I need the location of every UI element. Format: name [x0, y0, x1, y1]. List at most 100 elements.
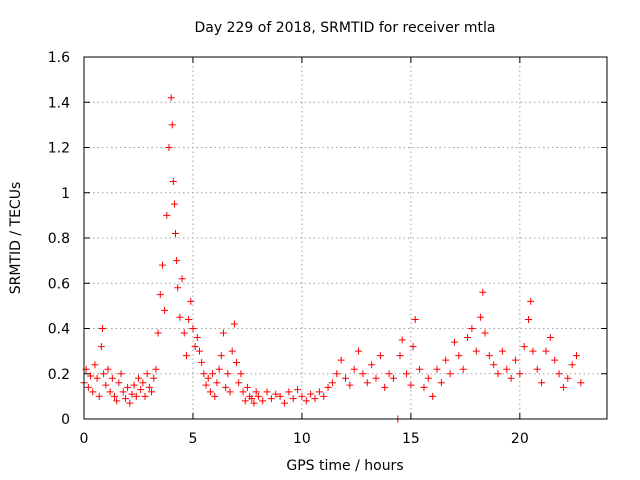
data-point — [158, 261, 166, 269]
x-tick-label: 15 — [402, 431, 420, 447]
data-point — [206, 388, 214, 396]
data-point — [446, 370, 454, 378]
data-point — [464, 334, 472, 342]
data-point — [91, 361, 99, 369]
data-point — [182, 352, 190, 360]
data-point — [403, 370, 411, 378]
data-point — [472, 347, 480, 355]
data-point — [459, 365, 467, 373]
data-point — [189, 325, 197, 332]
data-point — [276, 392, 284, 400]
data-point — [102, 381, 110, 389]
y-tick-labels: 0 0.2 0.4 0.6 0.8 1 1.2 1.4 1.6 — [48, 50, 70, 428]
y-tick-label: 0 — [61, 412, 70, 428]
data-point — [252, 388, 260, 396]
y-tick-label: 1 — [61, 186, 70, 202]
data-point — [289, 395, 297, 403]
data-point — [538, 379, 546, 387]
data-point — [424, 374, 432, 382]
data-point — [180, 329, 188, 337]
data-point — [170, 200, 178, 208]
x-tick-label: 0 — [80, 431, 89, 447]
data-point — [95, 392, 103, 400]
data-point — [527, 297, 535, 305]
data-point — [172, 229, 180, 237]
data-point — [442, 356, 450, 364]
y-axis-label: SRMTID / TECUs — [8, 182, 24, 295]
data-point — [139, 379, 147, 387]
data-point — [572, 352, 580, 360]
x-axis-label: GPS time / hours — [286, 458, 403, 474]
data-point — [178, 275, 186, 283]
data-point — [215, 365, 223, 373]
data-point — [104, 365, 112, 373]
data-point — [315, 388, 323, 396]
data-point — [381, 383, 389, 391]
data-point — [359, 370, 367, 378]
chart-title: Day 229 of 2018, SRMTID for receiver mtl… — [194, 20, 495, 36]
data-point — [243, 383, 251, 391]
data-point — [433, 365, 441, 373]
data-point — [211, 392, 219, 400]
data-point — [185, 315, 193, 323]
data-point — [320, 392, 328, 400]
data-point — [126, 399, 134, 407]
data-point — [209, 370, 217, 378]
data-point — [213, 379, 221, 387]
data-point — [546, 334, 554, 342]
data-point — [294, 386, 302, 394]
data-point — [248, 395, 256, 403]
data-point — [551, 356, 559, 364]
data-point — [568, 361, 576, 369]
data-point — [113, 397, 121, 405]
data-point — [161, 306, 169, 314]
y-tick-label: 0.6 — [48, 276, 70, 292]
data-point — [477, 313, 485, 321]
data-point — [511, 356, 519, 364]
data-point — [485, 352, 493, 360]
data-point — [130, 381, 138, 389]
data-point — [337, 356, 345, 364]
data-point — [156, 291, 164, 299]
data-point — [222, 383, 230, 391]
data-point — [204, 374, 212, 382]
data-point — [119, 388, 127, 396]
data-point — [241, 397, 249, 405]
data-point — [106, 388, 114, 396]
data-point — [224, 370, 232, 378]
data-point — [176, 313, 184, 321]
y-tick-label: 1.2 — [48, 141, 70, 157]
data-point — [450, 338, 458, 346]
data-point — [346, 381, 354, 389]
data-points — [80, 94, 585, 423]
data-point — [507, 374, 515, 382]
data-point — [267, 395, 275, 403]
data-point — [228, 347, 236, 355]
data-point — [99, 325, 107, 332]
data-point — [533, 365, 541, 373]
data-point — [195, 347, 203, 355]
data-point — [173, 257, 181, 265]
data-point — [490, 361, 498, 369]
data-point — [168, 121, 176, 129]
x-tick-label: 5 — [188, 431, 197, 447]
data-point — [350, 365, 358, 373]
data-point — [124, 383, 132, 391]
data-point — [494, 370, 502, 378]
data-point — [298, 392, 306, 400]
data-point — [193, 334, 201, 342]
data-point — [84, 383, 92, 391]
data-point — [87, 372, 95, 380]
data-point — [529, 347, 537, 355]
data-point — [93, 374, 101, 382]
data-point — [516, 370, 524, 378]
data-point — [311, 395, 319, 403]
data-point — [137, 386, 145, 394]
data-point — [363, 379, 371, 387]
data-point — [520, 343, 528, 351]
data-point — [420, 383, 428, 391]
data-point — [368, 361, 376, 369]
data-point — [525, 315, 533, 323]
